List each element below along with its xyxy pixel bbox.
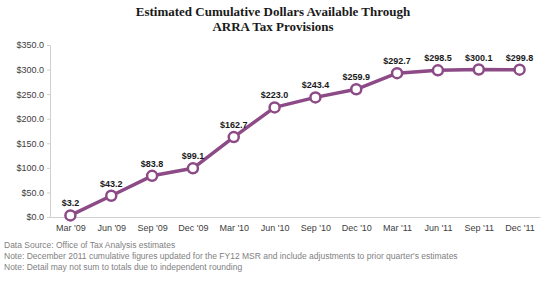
y-tick: $250.0	[16, 90, 50, 100]
y-tick-mark	[47, 143, 50, 144]
line	[70, 70, 519, 216]
x-tick: Sep '10	[301, 217, 331, 233]
x-tick: Dec '09	[178, 217, 208, 233]
marker	[65, 210, 75, 220]
y-tick: $300.0	[16, 65, 50, 75]
data-label: $223.0	[261, 90, 289, 100]
data-label: $243.4	[302, 80, 330, 90]
x-tick-label: Dec '09	[178, 223, 208, 233]
marker	[351, 84, 361, 94]
data-label: $300.1	[465, 53, 493, 63]
x-tick: Dec '11	[505, 217, 535, 233]
data-label: $162.7	[220, 120, 248, 130]
x-tick: Jun '11	[424, 217, 452, 233]
x-tick-label: Dec '10	[342, 223, 372, 233]
x-tick: Mar '10	[219, 217, 249, 233]
marker	[474, 65, 484, 75]
y-tick-label: $100.0	[16, 163, 44, 173]
marker	[270, 102, 280, 112]
data-label: $259.9	[342, 72, 370, 82]
x-tick: Sep '11	[464, 217, 494, 233]
marker	[229, 132, 239, 142]
plot-area	[65, 65, 524, 221]
y-tick-label: $0.0	[26, 212, 44, 222]
y-tick: $100.0	[16, 163, 50, 173]
y-tick-mark	[47, 70, 50, 71]
data-labels: $3.2 $43.2 $83.8 $99.1 $162.7 $223.0 $243.4 $25…	[62, 53, 534, 209]
data-label: $298.5	[424, 53, 452, 63]
x-tick-label: Jun '10	[261, 223, 290, 233]
marker	[310, 92, 320, 102]
y-tick-mark	[47, 192, 50, 193]
marker	[392, 68, 402, 78]
y-tick-mark	[47, 45, 50, 46]
x-tick: Jun '09	[97, 217, 126, 233]
y-tick-label: $50.0	[21, 188, 44, 198]
note: Note: December 2011 cumulative figures u…	[4, 251, 458, 261]
x-tick: Jun '10	[261, 217, 290, 233]
note: Data Source: Office of Tax Analysis esti…	[4, 240, 175, 250]
data-label: $83.8	[141, 159, 164, 169]
y-tick: $0.0	[26, 212, 50, 222]
y-tick-label: $350.0	[16, 40, 44, 50]
y-tick-label: $150.0	[16, 139, 44, 149]
y-axis-line	[47, 46, 51, 218]
x-tick: Sep '09	[137, 217, 167, 233]
x-tick-label: Sep '09	[137, 223, 167, 233]
x-tick-label: Sep '11	[464, 223, 494, 233]
y-axis: $0.0 $50.0 $100.0 $150.0 $200.0 $250.0 $300.0 $…	[16, 40, 50, 222]
x-tick-label: Dec '11	[505, 223, 535, 233]
x-axis: Mar '09 Jun '09 Sep '09 Dec '09 Mar '10 Jun '…	[51, 217, 541, 233]
y-tick: $50.0	[21, 188, 50, 198]
y-tick-mark	[47, 94, 50, 95]
y-tick-label: $200.0	[16, 114, 44, 124]
x-tick-label: Sep '10	[301, 223, 331, 233]
y-tick-mark	[47, 119, 50, 120]
title: Estimated Cumulative Dollars Available T…	[136, 4, 411, 34]
x-tick: Mar '11	[383, 217, 412, 233]
data-label: $43.2	[100, 179, 123, 189]
note: Note: Detail may not sum to totals due t…	[4, 262, 242, 272]
data-label: $292.7	[383, 56, 411, 66]
marker	[106, 191, 116, 201]
data-label: $299.8	[506, 53, 534, 63]
x-tick-label: Jun '11	[424, 223, 452, 233]
data-label: $3.2	[62, 198, 80, 208]
x-axis-line	[51, 217, 541, 218]
x-tick-label: Mar '10	[219, 223, 249, 233]
marker	[433, 65, 443, 75]
x-tick-label: Mar '11	[383, 223, 412, 233]
marker	[147, 171, 157, 181]
y-tick: $200.0	[16, 114, 50, 124]
y-tick-label: $250.0	[16, 90, 44, 100]
y-tick-mark	[47, 217, 50, 218]
chart: Estimated Cumulative Dollars Available T…	[0, 0, 546, 293]
x-tick-label: Mar '09	[56, 223, 86, 233]
x-tick: Dec '10	[342, 217, 372, 233]
marker	[515, 65, 525, 75]
x-tick-label: Jun '09	[97, 223, 126, 233]
data-label: $99.1	[182, 151, 205, 161]
y-tick: $350.0	[16, 40, 50, 50]
marker	[188, 163, 198, 173]
y-tick: $150.0	[16, 139, 50, 149]
y-tick-mark	[47, 168, 50, 169]
y-tick-label: $300.0	[16, 65, 44, 75]
